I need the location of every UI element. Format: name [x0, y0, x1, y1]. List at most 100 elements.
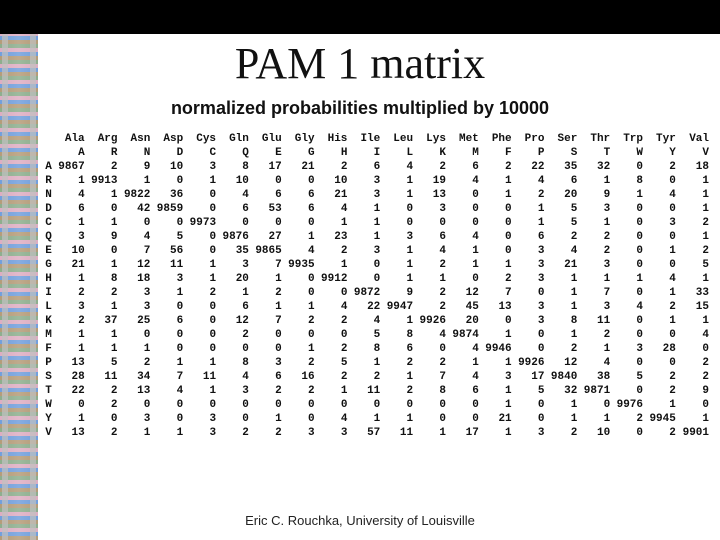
cell-12-3: 0	[151, 328, 184, 342]
cell-9-1: 2	[86, 286, 119, 300]
cell-4-3: 0	[151, 216, 184, 230]
cell-6-16: 2	[578, 244, 611, 258]
slide: PAM 1 matrix normalized probabilities mu…	[0, 0, 720, 540]
cell-4-10: 0	[381, 216, 414, 230]
row-label-18: Y	[38, 412, 53, 426]
cell-3-1: 0	[86, 202, 119, 216]
cell-17-10: 0	[381, 398, 414, 412]
cell-8-13: 2	[480, 272, 513, 286]
cell-16-13: 1	[480, 384, 513, 398]
cell-3-19: 1	[677, 202, 710, 216]
cell-7-5: 3	[217, 258, 250, 272]
cell-19-3: 1	[151, 426, 184, 440]
matrix-table-container: AlaArgAsnAspCysGlnGluGlyHisIleLeuLysMetP…	[38, 132, 710, 440]
table-row: G211121113799351012113213005	[38, 258, 710, 272]
cell-9-19: 33	[677, 286, 710, 300]
cell-15-16: 38	[578, 370, 611, 384]
cell-10-6: 1	[250, 300, 283, 314]
cell-0-0: 9867	[53, 160, 86, 174]
cell-6-5: 35	[217, 244, 250, 258]
cell-9-11: 2	[414, 286, 447, 300]
cell-6-9: 3	[348, 244, 381, 258]
col-header-short-2: N	[119, 146, 152, 160]
cell-5-18: 0	[644, 230, 677, 244]
cell-10-15: 1	[545, 300, 578, 314]
col-header-short-0: A	[53, 146, 86, 160]
cell-8-9: 0	[348, 272, 381, 286]
cell-10-7: 1	[283, 300, 316, 314]
cell-8-6: 1	[250, 272, 283, 286]
table-row: Y103030104110021011299451	[38, 412, 710, 426]
cell-1-9: 3	[348, 174, 381, 188]
cell-18-10: 1	[381, 412, 414, 426]
col-header-long-5: Gln	[217, 132, 250, 146]
cell-4-18: 3	[644, 216, 677, 230]
cell-2-4: 0	[184, 188, 217, 202]
cell-10-12: 45	[447, 300, 480, 314]
cell-9-7: 0	[283, 286, 316, 300]
cell-12-6: 0	[250, 328, 283, 342]
row-label-15: S	[38, 370, 53, 384]
cell-10-13: 13	[480, 300, 513, 314]
cell-0-12: 6	[447, 160, 480, 174]
col-header-long-4: Cys	[184, 132, 217, 146]
cell-1-13: 1	[480, 174, 513, 188]
cell-11-5: 12	[217, 314, 250, 328]
cell-7-15: 21	[545, 258, 578, 272]
cell-10-16: 3	[578, 300, 611, 314]
cell-9-15: 1	[545, 286, 578, 300]
cell-6-2: 7	[119, 244, 152, 258]
cell-14-1: 5	[86, 356, 119, 370]
header-row-long: AlaArgAsnAspCysGlnGluGlyHisIleLeuLysMetP…	[38, 132, 710, 146]
cell-4-12: 0	[447, 216, 480, 230]
cell-13-10: 6	[381, 342, 414, 356]
cell-0-15: 35	[545, 160, 578, 174]
row-label-6: E	[38, 244, 53, 258]
cell-8-5: 20	[217, 272, 250, 286]
cell-15-10: 1	[381, 370, 414, 384]
table-row: Q3945098762712313640622001	[38, 230, 710, 244]
cell-14-4: 1	[184, 356, 217, 370]
cell-9-8: 0	[316, 286, 349, 300]
cell-14-12: 1	[447, 356, 480, 370]
cell-14-0: 13	[53, 356, 86, 370]
cell-16-14: 5	[513, 384, 546, 398]
cell-17-2: 0	[119, 398, 152, 412]
cell-2-9: 3	[348, 188, 381, 202]
cell-18-15: 1	[545, 412, 578, 426]
row-label-17: W	[38, 398, 53, 412]
cell-10-5: 6	[217, 300, 250, 314]
cell-7-18: 0	[644, 258, 677, 272]
cell-1-1: 9913	[86, 174, 119, 188]
cell-6-12: 1	[447, 244, 480, 258]
cell-9-0: 2	[53, 286, 86, 300]
cell-6-19: 2	[677, 244, 710, 258]
cell-13-12: 4	[447, 342, 480, 356]
cell-8-7: 0	[283, 272, 316, 286]
cell-3-15: 5	[545, 202, 578, 216]
cell-11-17: 0	[611, 314, 644, 328]
col-header-long-17: Trp	[611, 132, 644, 146]
cell-10-3: 0	[151, 300, 184, 314]
col-header-long-14: Pro	[513, 132, 546, 146]
cell-8-0: 1	[53, 272, 86, 286]
cell-13-5: 0	[217, 342, 250, 356]
cell-15-5: 4	[217, 370, 250, 384]
cell-1-5: 10	[217, 174, 250, 188]
cell-11-8: 2	[316, 314, 349, 328]
cell-7-11: 2	[414, 258, 447, 272]
row-label-8: H	[38, 272, 53, 286]
cell-3-2: 42	[119, 202, 152, 216]
cell-1-17: 8	[611, 174, 644, 188]
cell-15-8: 2	[316, 370, 349, 384]
cell-19-14: 3	[513, 426, 546, 440]
cell-16-11: 8	[414, 384, 447, 398]
cell-3-14: 1	[513, 202, 546, 216]
cell-7-0: 21	[53, 258, 86, 272]
cell-13-18: 28	[644, 342, 677, 356]
col-header-short-1: R	[86, 146, 119, 160]
cell-0-6: 17	[250, 160, 283, 174]
cell-5-1: 9	[86, 230, 119, 244]
cell-3-12: 0	[447, 202, 480, 216]
row-label-1: R	[38, 174, 53, 188]
